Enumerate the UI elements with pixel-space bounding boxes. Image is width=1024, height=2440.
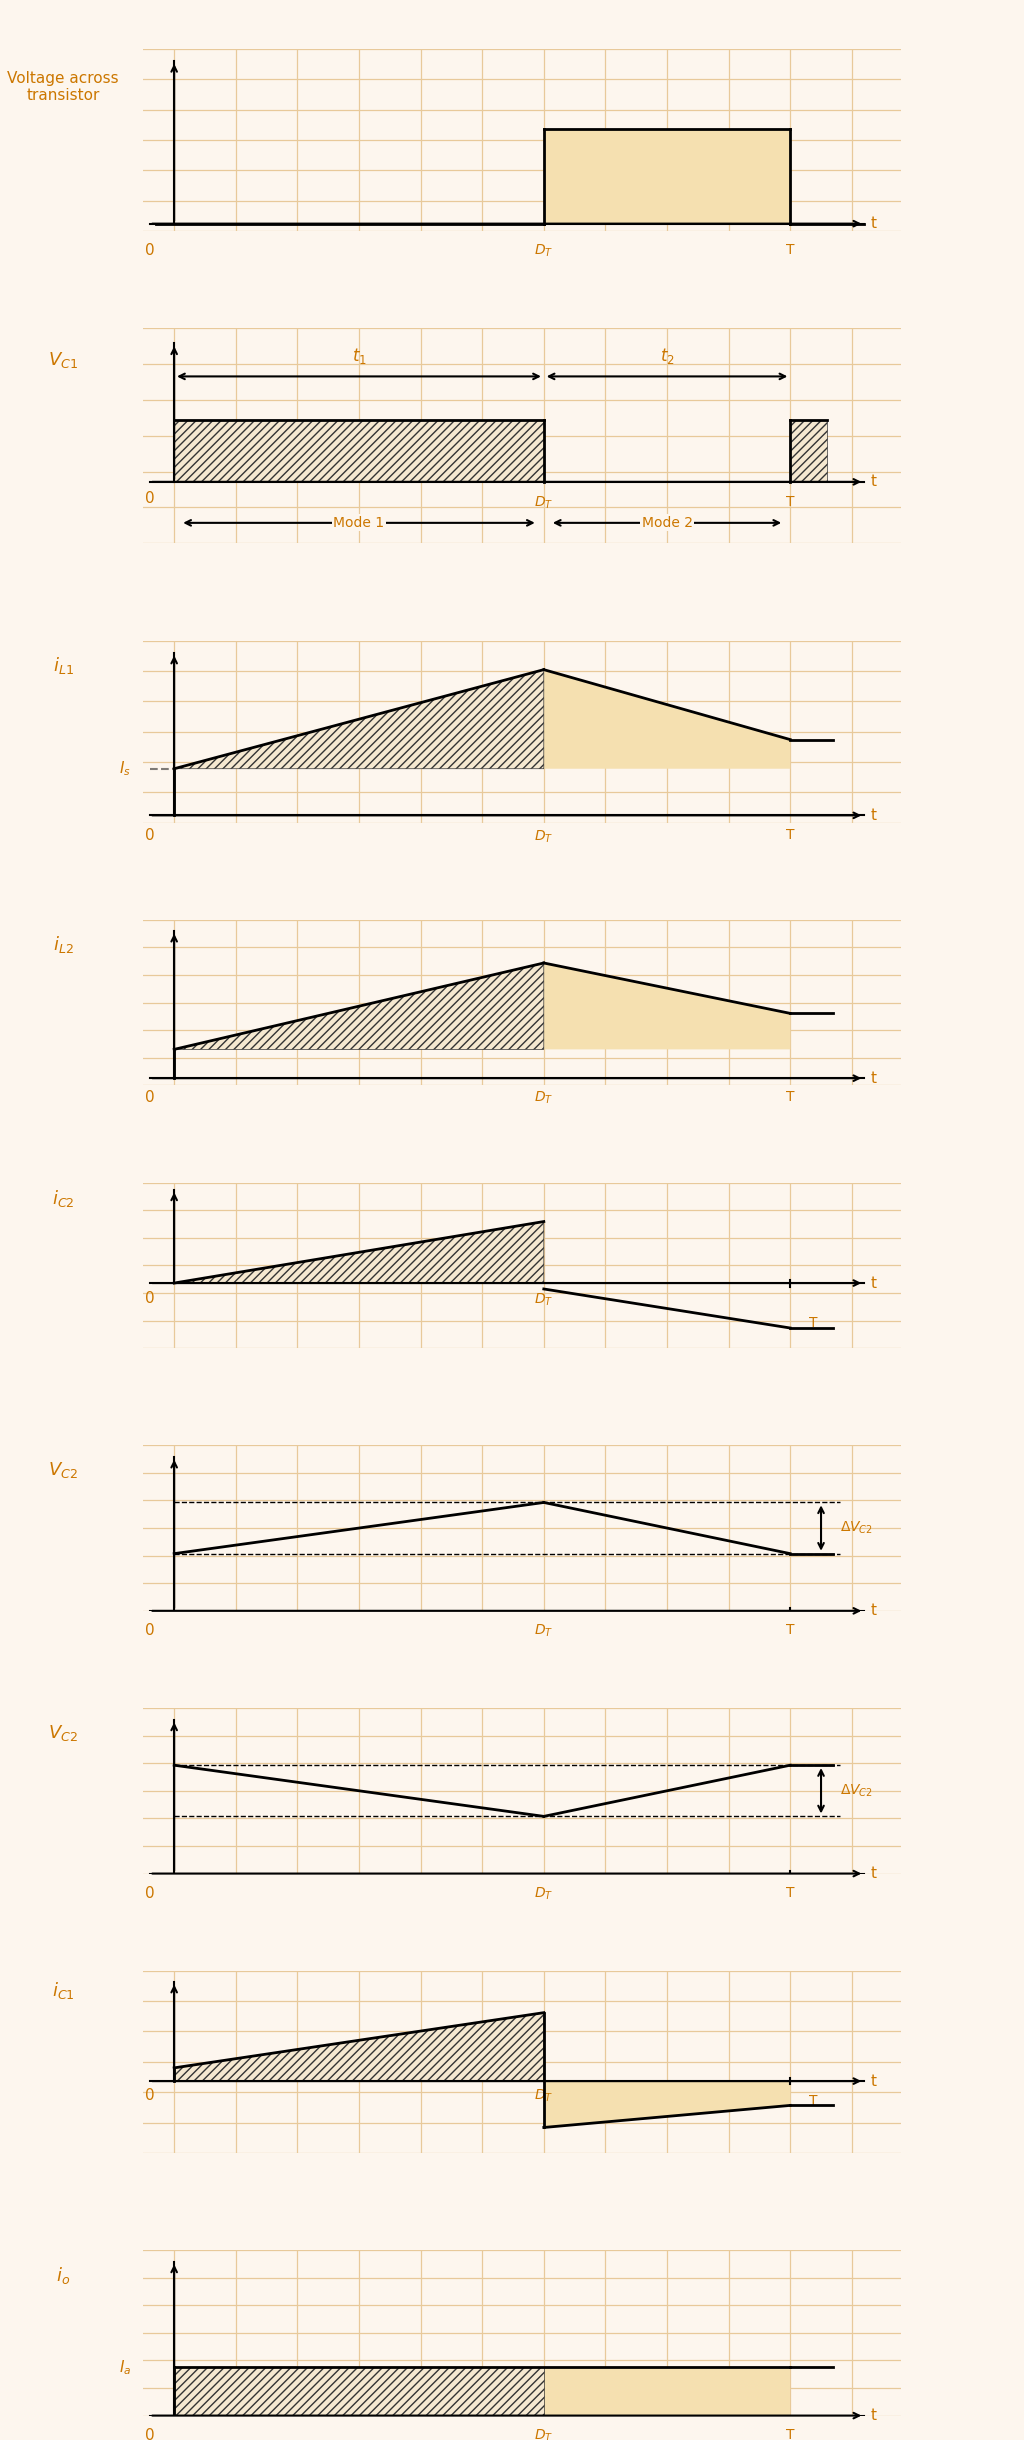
Text: $D_T$: $D_T$ (535, 495, 553, 512)
Polygon shape (544, 2367, 791, 2416)
Text: 0: 0 (144, 830, 155, 844)
Polygon shape (544, 964, 791, 1049)
Text: t: t (870, 1603, 877, 1618)
Text: T: T (809, 2094, 817, 2108)
Text: 0: 0 (144, 242, 155, 259)
Text: $t_2$: $t_2$ (659, 346, 675, 366)
Text: 0: 0 (144, 2428, 155, 2440)
Text: $D_T$: $D_T$ (535, 2428, 553, 2440)
Text: 0: 0 (144, 1291, 155, 1305)
Text: t: t (870, 2408, 877, 2423)
Text: T: T (786, 1091, 795, 1103)
Text: $V_{C1}$: $V_{C1}$ (48, 349, 78, 371)
Text: t: t (870, 2074, 877, 2089)
Text: $D_T$: $D_T$ (535, 242, 553, 259)
Text: Mode 1: Mode 1 (334, 515, 385, 529)
Polygon shape (544, 2081, 791, 2128)
Text: 0: 0 (144, 2089, 155, 2103)
Text: t: t (870, 1276, 877, 1291)
Text: t: t (870, 1071, 877, 1086)
Text: T: T (786, 495, 795, 510)
Polygon shape (174, 669, 544, 769)
Text: 0: 0 (144, 490, 155, 505)
Polygon shape (174, 2013, 544, 2081)
Text: $i_o$: $i_o$ (56, 2264, 71, 2286)
Text: t: t (870, 1867, 877, 1881)
Polygon shape (544, 129, 791, 224)
Text: $i_{C1}$: $i_{C1}$ (52, 1979, 75, 2001)
Text: Mode 2: Mode 2 (641, 515, 692, 529)
Text: $D_T$: $D_T$ (535, 2089, 553, 2103)
Text: $I_s$: $I_s$ (119, 759, 131, 778)
Text: $i_{C2}$: $i_{C2}$ (52, 1188, 75, 1210)
Text: $V_{C2}$: $V_{C2}$ (48, 1723, 78, 1742)
Text: $\Delta V_{C2}$: $\Delta V_{C2}$ (840, 1520, 872, 1537)
Text: $D_T$: $D_T$ (535, 1091, 553, 1105)
Text: t: t (870, 808, 877, 822)
Text: $t_1$: $t_1$ (351, 346, 367, 366)
Text: 0: 0 (144, 1623, 155, 1637)
Polygon shape (791, 420, 827, 481)
Text: $D_T$: $D_T$ (535, 1291, 553, 1308)
Text: $\Delta V_{C2}$: $\Delta V_{C2}$ (840, 1784, 872, 1798)
Text: t: t (870, 217, 877, 232)
Text: T: T (786, 830, 795, 842)
Text: T: T (786, 1886, 795, 1901)
Text: $V_{C2}$: $V_{C2}$ (48, 1459, 78, 1481)
Text: $D_T$: $D_T$ (535, 1886, 553, 1903)
Text: 0: 0 (144, 1886, 155, 1901)
Text: $I_a$: $I_a$ (119, 2357, 131, 2377)
Text: T: T (786, 2428, 795, 2440)
Text: $D_T$: $D_T$ (535, 1623, 553, 1640)
Polygon shape (174, 1222, 544, 1283)
Text: Voltage across
transistor: Voltage across transistor (7, 71, 119, 102)
Text: T: T (809, 1315, 817, 1330)
Text: T: T (786, 242, 795, 256)
Polygon shape (174, 420, 544, 481)
Polygon shape (174, 2367, 544, 2416)
Text: $D_T$: $D_T$ (535, 830, 553, 844)
Polygon shape (544, 669, 791, 769)
Text: t: t (870, 473, 877, 490)
Text: T: T (786, 1623, 795, 1637)
Text: 0: 0 (144, 1091, 155, 1105)
Text: $i_{L1}$: $i_{L1}$ (53, 654, 74, 676)
Text: $i_{L2}$: $i_{L2}$ (53, 935, 74, 954)
Polygon shape (174, 964, 544, 1049)
